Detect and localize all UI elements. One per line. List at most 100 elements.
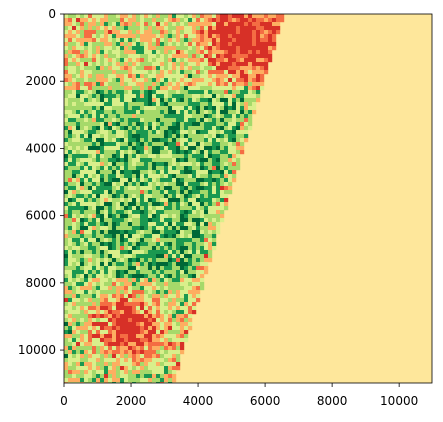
- raster-cell: [140, 126, 145, 131]
- raster-cell: [224, 146, 229, 151]
- raster-cell: [152, 290, 157, 295]
- raster-cell: [188, 118, 193, 123]
- raster-cell: [96, 30, 101, 35]
- raster-cell: [152, 46, 157, 51]
- raster-cell: [180, 90, 185, 95]
- raster-cell: [104, 194, 109, 199]
- raster-cell: [104, 378, 109, 383]
- raster-cell: [192, 298, 197, 303]
- raster-cell: [148, 342, 153, 347]
- raster-cell: [184, 18, 189, 23]
- raster-cell: [124, 358, 129, 363]
- raster-cell: [108, 354, 113, 359]
- raster-cell: [132, 166, 137, 171]
- raster-cell: [120, 146, 125, 151]
- raster-cell: [172, 154, 177, 159]
- raster-cell: [68, 358, 73, 363]
- raster-cell: [136, 206, 141, 211]
- raster-cell: [120, 258, 125, 263]
- raster-cell: [64, 86, 69, 91]
- raster-cell: [128, 38, 133, 43]
- raster-cell: [116, 18, 121, 23]
- raster-cell: [172, 46, 177, 51]
- raster-cell: [76, 122, 81, 127]
- raster-cell: [252, 22, 257, 27]
- raster-cell: [76, 90, 81, 95]
- raster-cell: [180, 110, 185, 115]
- raster-cell: [180, 270, 185, 275]
- raster-cell: [180, 30, 185, 35]
- raster-cell: [136, 74, 141, 79]
- raster-cell: [104, 290, 109, 295]
- raster-cell: [184, 286, 189, 291]
- raster-cell: [156, 314, 161, 319]
- raster-cell: [176, 234, 181, 239]
- raster-cell: [132, 306, 137, 311]
- raster-cell: [120, 206, 125, 211]
- raster-cell: [80, 78, 85, 83]
- raster-cell: [96, 166, 101, 171]
- raster-cell: [232, 78, 237, 83]
- raster-cell: [220, 162, 225, 167]
- raster-cell: [144, 86, 149, 91]
- raster-cell: [64, 354, 69, 359]
- raster-cell: [224, 14, 229, 19]
- raster-cell: [144, 130, 149, 135]
- raster-cell: [148, 350, 153, 355]
- raster-cell: [156, 58, 161, 63]
- raster-cell: [96, 230, 101, 235]
- raster-cell: [148, 58, 153, 63]
- raster-cell: [120, 214, 125, 219]
- raster-cell: [68, 354, 73, 359]
- raster-cell: [140, 26, 145, 31]
- raster-cell: [80, 226, 85, 231]
- raster-cell: [64, 178, 69, 183]
- raster-cell: [72, 118, 77, 123]
- raster-cell: [68, 190, 73, 195]
- raster-cell: [108, 158, 113, 163]
- raster-cell: [152, 198, 157, 203]
- raster-cell: [144, 262, 149, 267]
- raster-cell: [96, 314, 101, 319]
- raster-cell: [76, 242, 81, 247]
- raster-cell: [152, 30, 157, 35]
- raster-cell: [100, 354, 105, 359]
- raster-cell: [152, 194, 157, 199]
- raster-cell: [124, 322, 129, 327]
- raster-cell: [100, 262, 105, 267]
- raster-cell: [180, 66, 185, 71]
- raster-cell: [192, 166, 197, 171]
- raster-cell: [144, 202, 149, 207]
- raster-cell: [196, 50, 201, 55]
- raster-cell: [140, 234, 145, 239]
- raster-cell: [132, 202, 137, 207]
- raster-cell: [156, 62, 161, 67]
- raster-cell: [224, 190, 229, 195]
- raster-cell: [192, 230, 197, 235]
- raster-cell: [152, 210, 157, 215]
- raster-cell: [88, 362, 93, 367]
- raster-cell: [144, 34, 149, 39]
- raster-cell: [200, 138, 205, 143]
- raster-cell: [72, 162, 77, 167]
- raster-cell: [164, 214, 169, 219]
- raster-cell: [228, 178, 233, 183]
- raster-cell: [204, 242, 209, 247]
- raster-cell: [168, 98, 173, 103]
- y-tick-label: 8000: [25, 276, 56, 290]
- raster-cell: [144, 98, 149, 103]
- raster-cell: [172, 166, 177, 171]
- raster-cell: [204, 110, 209, 115]
- raster-cell: [212, 74, 217, 79]
- raster-cell: [120, 334, 125, 339]
- raster-cell: [204, 238, 209, 243]
- raster-cell: [208, 154, 213, 159]
- raster-cell: [180, 234, 185, 239]
- raster-cell: [184, 206, 189, 211]
- raster-cell: [164, 234, 169, 239]
- raster-cell: [72, 306, 77, 311]
- raster-cell: [212, 246, 217, 251]
- raster-cell: [160, 230, 165, 235]
- raster-cell: [188, 246, 193, 251]
- raster-cell: [72, 130, 77, 135]
